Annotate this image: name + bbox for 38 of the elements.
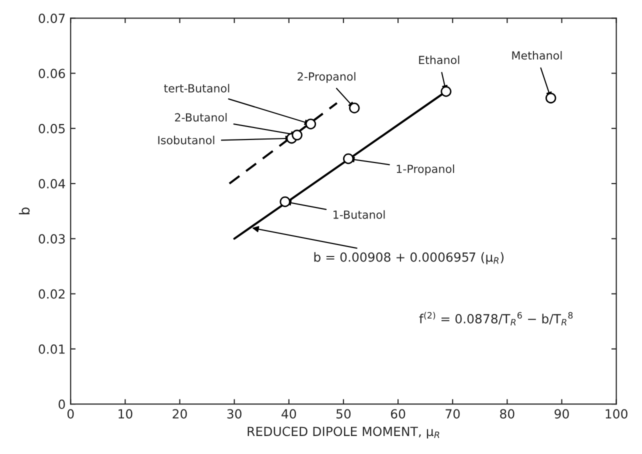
point <box>292 130 302 140</box>
point <box>545 92 556 104</box>
y-tick-label: 0.04 <box>38 179 66 188</box>
x-tick-label: 90 <box>554 409 569 419</box>
annotation: Methanol <box>512 51 562 60</box>
x-tick-label: 60 <box>390 409 406 419</box>
annotation: 2-Butanol <box>175 112 227 122</box>
x-tick-label: 20 <box>172 409 187 419</box>
y-tick-label: 0.07 <box>38 14 65 24</box>
annotation: 2-Propanol <box>298 72 356 83</box>
annotation: Isobutanol <box>158 136 214 144</box>
y-tick-label: 0.01 <box>38 344 65 354</box>
annotation: 1-Propanol <box>396 164 454 176</box>
y-tick-label: 0.03 <box>38 234 65 244</box>
y-tick-label: 0.06 <box>38 68 65 78</box>
point <box>343 153 354 164</box>
x-tick-label: 30 <box>227 409 242 419</box>
x-axis-title: REDUCED DIPOLE MOMENT, μ$_{R}$ <box>248 426 440 439</box>
annotation: 1-Butanol <box>334 210 385 219</box>
y-tick-label: 0.05 <box>38 124 65 134</box>
annotation: b = 0.00908 + 0.0006957 (μ$_{R}$) <box>314 252 504 264</box>
y-tick-label: 0.02 <box>38 289 65 299</box>
x-tick-label: 40 <box>282 409 296 419</box>
x-tick-label: 70 <box>446 409 460 419</box>
annotation: f$^{(2)}$ = 0.0878/T$_{R}$$^{6}$ − b/T$_{R}$$^{8}$ <box>419 312 573 326</box>
y-tick-label: 0 <box>58 400 65 409</box>
x-tick-label: 50 <box>336 409 351 419</box>
x-tick-label: 10 <box>118 409 132 419</box>
x-tick-label: 0 <box>67 409 74 419</box>
point <box>440 86 452 97</box>
point <box>305 118 316 130</box>
annotation: Ethanol <box>419 56 460 64</box>
point <box>349 102 360 114</box>
x-tick-label: 100 <box>606 409 628 419</box>
point <box>280 196 290 208</box>
x-tick-label: 80 <box>500 409 514 419</box>
annotation: tert-Butanol <box>164 84 230 93</box>
y-axis-title: b <box>18 207 30 214</box>
